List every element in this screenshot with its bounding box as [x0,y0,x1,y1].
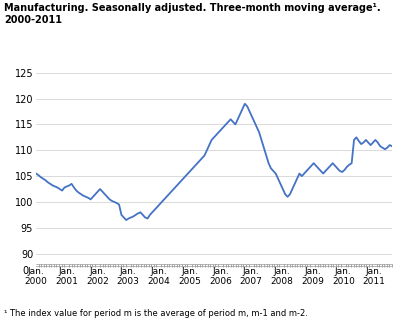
Text: ¹ The index value for period m is the average of period m, m-1 and m-2.: ¹ The index value for period m is the av… [4,309,308,318]
Text: Manufacturing. Seasonally adjusted. Three-month moving average¹.
2000-2011: Manufacturing. Seasonally adjusted. Thre… [4,3,381,25]
Text: 0: 0 [23,266,29,276]
